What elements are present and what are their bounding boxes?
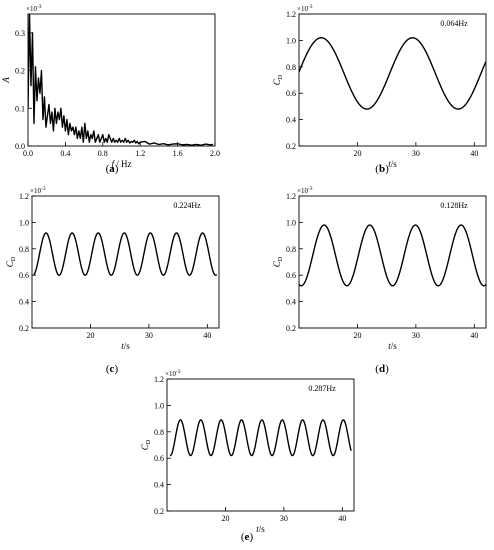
x-tick-label: 1.6	[173, 149, 183, 158]
panel-caption: (a)	[106, 163, 119, 175]
x-tick-label: 30	[280, 514, 288, 523]
y-tick-label: 1.2	[154, 375, 164, 384]
panel-caption: (d)	[375, 363, 389, 375]
y-tick-label: 0.6	[286, 89, 296, 98]
x-tick-label: 20	[221, 514, 229, 523]
y-tick-label: 0.2	[286, 142, 296, 151]
y-tick-label: 0.1	[15, 104, 25, 113]
chart-panel-b: 20 30 40 0.2 0.4 0.6 0.8 1.0 1.2×10-3 t/s CD 0.064H…	[272, 4, 487, 175]
y-multiplier: ×10-3	[297, 4, 313, 13]
x-tick-label: 40	[470, 149, 478, 158]
y-tick-label: 0.4	[154, 481, 164, 490]
series-line	[299, 224, 486, 287]
y-axis-label: CD	[272, 256, 284, 267]
y-axis-label: CD	[272, 74, 284, 85]
y-tick-label: 0.4	[286, 116, 296, 125]
x-axis-label: t/s	[388, 341, 397, 351]
y-axis-label: CD	[5, 256, 17, 267]
series-line	[299, 37, 486, 110]
y-axis-label: A	[1, 77, 11, 84]
y-tick-label: 0.2	[19, 324, 29, 333]
y-tick-label: 1.2	[286, 10, 296, 19]
frequency-annotation: 0.128Hz	[440, 201, 468, 210]
y-tick-label: 1.0	[286, 36, 296, 45]
y-multiplier: ×10-3	[297, 186, 313, 195]
y-tick-label: 0.6	[19, 271, 29, 280]
y-tick-label: 1.0	[19, 218, 29, 227]
x-tick-label: 30	[145, 331, 153, 340]
y-multiplier: ×10-3	[30, 186, 46, 195]
x-tick-label: 40	[338, 514, 346, 523]
x-tick-label: 20	[86, 331, 94, 340]
y-tick-label: 0.8	[19, 245, 29, 254]
y-tick-label: 1.0	[286, 218, 296, 227]
x-axis-label: t/s	[388, 159, 397, 169]
y-tick-label: 0.4	[19, 298, 29, 307]
y-axis-label: CD	[140, 439, 152, 450]
y-tick-label: 0.8	[286, 245, 296, 254]
y-tick-label: 0.0	[15, 142, 25, 151]
y-tick-label: 0.2	[15, 67, 25, 76]
plot-frame	[298, 195, 487, 329]
plot-frame	[298, 13, 487, 147]
frequency-annotation: 0.064Hz	[440, 19, 468, 28]
chart-panel-e: 20 30 40 0.2 0.4 0.6 0.8 1.0 1.2×10-3 t/s CD 0.287H…	[140, 369, 355, 543]
y-tick-label: 0.4	[286, 298, 296, 307]
x-tick-label: 40	[470, 331, 478, 340]
y-tick-label: 0.6	[286, 271, 296, 280]
panel-caption: (c)	[106, 363, 119, 375]
x-tick-label: 0.0	[23, 149, 33, 158]
y-tick-label: 1.2	[286, 192, 296, 201]
x-tick-label: 40	[203, 331, 211, 340]
series-line	[28, 14, 214, 146]
x-tick-label: 30	[412, 331, 420, 340]
frequency-annotation: 0.287Hz	[308, 384, 336, 393]
x-axis-label: t/s	[256, 524, 265, 534]
plot-frame	[31, 195, 220, 329]
frequency-annotation: 0.224Hz	[173, 201, 201, 210]
plot-frame	[27, 13, 216, 147]
x-tick-label: 20	[353, 149, 361, 158]
series-line	[33, 232, 218, 276]
y-multiplier: ×10-3	[165, 369, 181, 378]
y-tick-label: 0.6	[154, 454, 164, 463]
y-tick-label: 0.8	[286, 63, 296, 72]
x-tick-label: 30	[412, 149, 420, 158]
y-tick-label: 1.2	[19, 192, 29, 201]
y-tick-label: 0.2	[286, 324, 296, 333]
x-axis-label: t/s	[121, 341, 130, 351]
x-tick-label: 2.0	[210, 149, 220, 158]
panel-caption: (e)	[241, 531, 254, 543]
x-tick-label: 20	[353, 331, 361, 340]
chart-panel-d: 20 30 40 0.2 0.4 0.6 0.8 1.0 1.2×10-3 t/s CD 0.128H…	[272, 186, 487, 375]
plot-frame	[166, 378, 355, 512]
x-tick-label: 1.2	[135, 149, 145, 158]
y-multiplier: ×10-3	[26, 4, 42, 13]
chart-panel-a: 0.0 0.4 0.8 1.2 1.6 2.0 0.0 0.1 0.2 0.3 ×10-3 f / H…	[1, 4, 220, 175]
y-tick-label: 0.8	[154, 428, 164, 437]
panel-caption: (b)	[375, 163, 389, 175]
y-tick-label: 1.0	[154, 401, 164, 410]
x-tick-label: 0.8	[98, 149, 108, 158]
y-tick-label: 0.3	[15, 29, 25, 38]
x-tick-label: 0.4	[60, 149, 70, 158]
chart-panel-c: 20 30 400.20.40.60.81.01.2×10-3t/sCD0.224H…	[5, 186, 220, 375]
y-tick-label: 0.2	[154, 507, 164, 516]
x-axis-label: f / Hz	[111, 159, 131, 169]
series-line	[169, 419, 352, 457]
